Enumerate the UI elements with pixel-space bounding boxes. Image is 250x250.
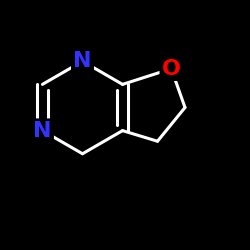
Text: N: N <box>33 121 52 141</box>
Text: O: O <box>162 59 181 79</box>
Text: N: N <box>73 51 92 71</box>
